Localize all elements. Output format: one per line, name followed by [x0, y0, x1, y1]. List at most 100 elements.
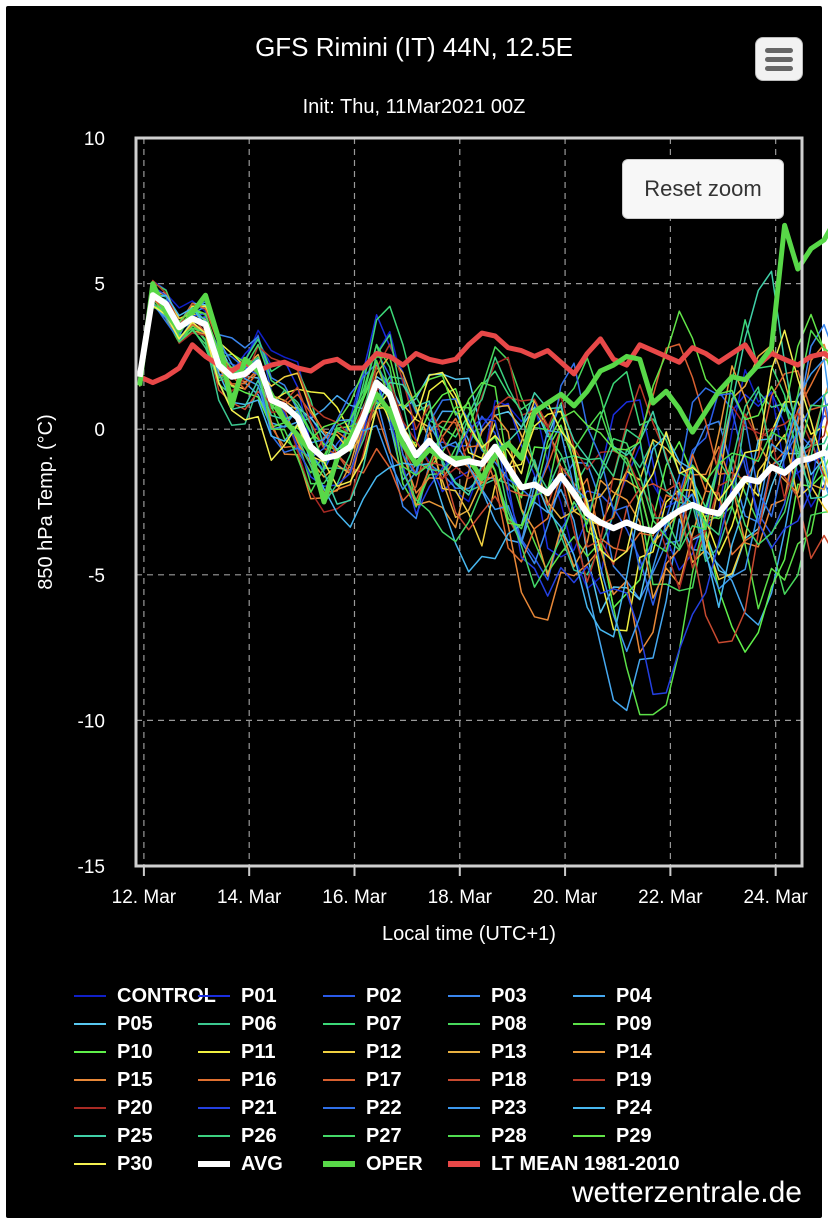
- legend-label: P13: [491, 1040, 527, 1063]
- legend-item[interactable]: P16: [198, 1066, 277, 1094]
- legend-swatch: [323, 1107, 355, 1109]
- legend-item[interactable]: P19: [573, 1066, 652, 1094]
- legend-label: P27: [366, 1124, 402, 1147]
- series-line-p25: [138, 270, 828, 512]
- legend-item[interactable]: P03: [448, 982, 527, 1010]
- legend-label: P28: [491, 1124, 527, 1147]
- legend-item[interactable]: P02: [323, 982, 402, 1010]
- y-tick-label: 5: [94, 275, 105, 296]
- legend-item[interactable]: P04: [573, 982, 652, 1010]
- reset-zoom-button[interactable]: Reset zoom: [622, 159, 784, 219]
- legend-label: P03: [491, 984, 527, 1007]
- y-tick-label: -15: [78, 857, 105, 878]
- legend-swatch: [323, 995, 355, 997]
- menu-button[interactable]: [755, 37, 803, 81]
- legend-label: P10: [117, 1040, 153, 1063]
- legend-swatch: [448, 995, 480, 997]
- legend-swatch: [323, 1079, 355, 1081]
- plot-border: [134, 136, 804, 868]
- legend-item[interactable]: P07: [323, 1010, 402, 1038]
- legend-item[interactable]: P15: [74, 1066, 153, 1094]
- x-tick-label: 18. Mar: [428, 887, 493, 908]
- legend-swatch: [323, 1135, 355, 1137]
- series-line-avg: [136, 292, 828, 535]
- legend-label: AVG: [241, 1152, 283, 1175]
- legend-label: OPER: [366, 1152, 423, 1175]
- legend-item[interactable]: P20: [74, 1094, 153, 1122]
- legend-label: P09: [616, 1012, 652, 1035]
- legend-item[interactable]: P12: [323, 1038, 402, 1066]
- legend-label: P12: [366, 1040, 402, 1063]
- legend-item[interactable]: P11: [198, 1038, 275, 1066]
- legend-swatch: [74, 1079, 106, 1081]
- legend-item[interactable]: CONTROL: [74, 982, 216, 1010]
- legend-swatch: [573, 1051, 605, 1053]
- series-line-p29: [138, 306, 828, 527]
- x-tick-label: 14. Mar: [217, 887, 282, 908]
- legend-item[interactable]: P27: [323, 1122, 402, 1150]
- legend-label: P19: [616, 1068, 652, 1091]
- legend-item[interactable]: P23: [448, 1094, 527, 1122]
- series-line-p30: [138, 304, 828, 563]
- legend-swatch: [448, 1051, 480, 1053]
- y-tick-label: -5: [88, 566, 105, 587]
- legend-item[interactable]: P30: [74, 1150, 153, 1178]
- legend-label: P23: [491, 1096, 527, 1119]
- legend-item[interactable]: P06: [198, 1010, 277, 1038]
- legend-label: P17: [366, 1068, 402, 1091]
- legend-item[interactable]: P17: [323, 1066, 402, 1094]
- legend-swatch: [448, 1107, 480, 1109]
- legend-item[interactable]: OPER: [323, 1150, 423, 1178]
- legend-item[interactable]: P22: [323, 1094, 402, 1122]
- menu-bar-icon: [765, 57, 793, 62]
- legend-label: P08: [491, 1012, 527, 1035]
- legend-item[interactable]: P14: [573, 1038, 652, 1066]
- legend-item[interactable]: P29: [573, 1122, 652, 1150]
- menu-bar-icon: [765, 66, 793, 71]
- legend-item[interactable]: P08: [448, 1010, 527, 1038]
- legend-swatch: [74, 1135, 106, 1137]
- legend-item[interactable]: LT MEAN 1981-2010: [448, 1150, 680, 1178]
- legend-item[interactable]: P24: [573, 1094, 652, 1122]
- legend-item[interactable]: P01: [198, 982, 277, 1010]
- legend-swatch: [74, 1023, 106, 1025]
- legend-item[interactable]: AVG: [198, 1150, 283, 1178]
- legend-label: P21: [241, 1096, 277, 1119]
- legend-swatch: [198, 1079, 230, 1081]
- legend-swatch: [573, 1079, 605, 1081]
- legend-item[interactable]: P10: [74, 1038, 153, 1066]
- legend-swatch: [448, 1079, 480, 1081]
- legend-label: LT MEAN 1981-2010: [491, 1152, 680, 1175]
- legend-swatch: [198, 1107, 230, 1109]
- credits-link[interactable]: wetterzentrale.de: [571, 1176, 802, 1209]
- legend-label: P06: [241, 1012, 277, 1035]
- legend-swatch: [448, 1161, 480, 1167]
- legend-swatch: [573, 1107, 605, 1109]
- legend-swatch: [198, 995, 230, 997]
- legend-label: P14: [616, 1040, 652, 1063]
- legend-swatch: [198, 1051, 230, 1053]
- legend-label: P25: [117, 1124, 153, 1147]
- legend-item[interactable]: P25: [74, 1122, 153, 1150]
- menu-bar-icon: [765, 48, 793, 53]
- legend-swatch: [448, 1135, 480, 1137]
- series-line-p20: [138, 286, 828, 590]
- legend-item[interactable]: P13: [448, 1038, 527, 1066]
- series-line-p17: [138, 297, 828, 527]
- legend-label: P22: [366, 1096, 402, 1119]
- series-line-p02: [138, 290, 828, 606]
- legend-item[interactable]: P18: [448, 1066, 527, 1094]
- legend-item[interactable]: P05: [74, 1010, 153, 1038]
- legend-item[interactable]: P09: [573, 1010, 652, 1038]
- legend-label: P20: [117, 1096, 153, 1119]
- chart-title: GFS Rimini (IT) 44N, 12.5E: [255, 32, 573, 62]
- legend-swatch: [573, 1023, 605, 1025]
- legend-item[interactable]: P26: [198, 1122, 277, 1150]
- legend-label: P29: [616, 1124, 652, 1147]
- legend-item[interactable]: P21: [198, 1094, 277, 1122]
- series-line-oper: [137, 222, 828, 505]
- legend-item[interactable]: P28: [448, 1122, 527, 1150]
- legend-label: P05: [117, 1012, 153, 1035]
- legend-label: P07: [366, 1012, 402, 1035]
